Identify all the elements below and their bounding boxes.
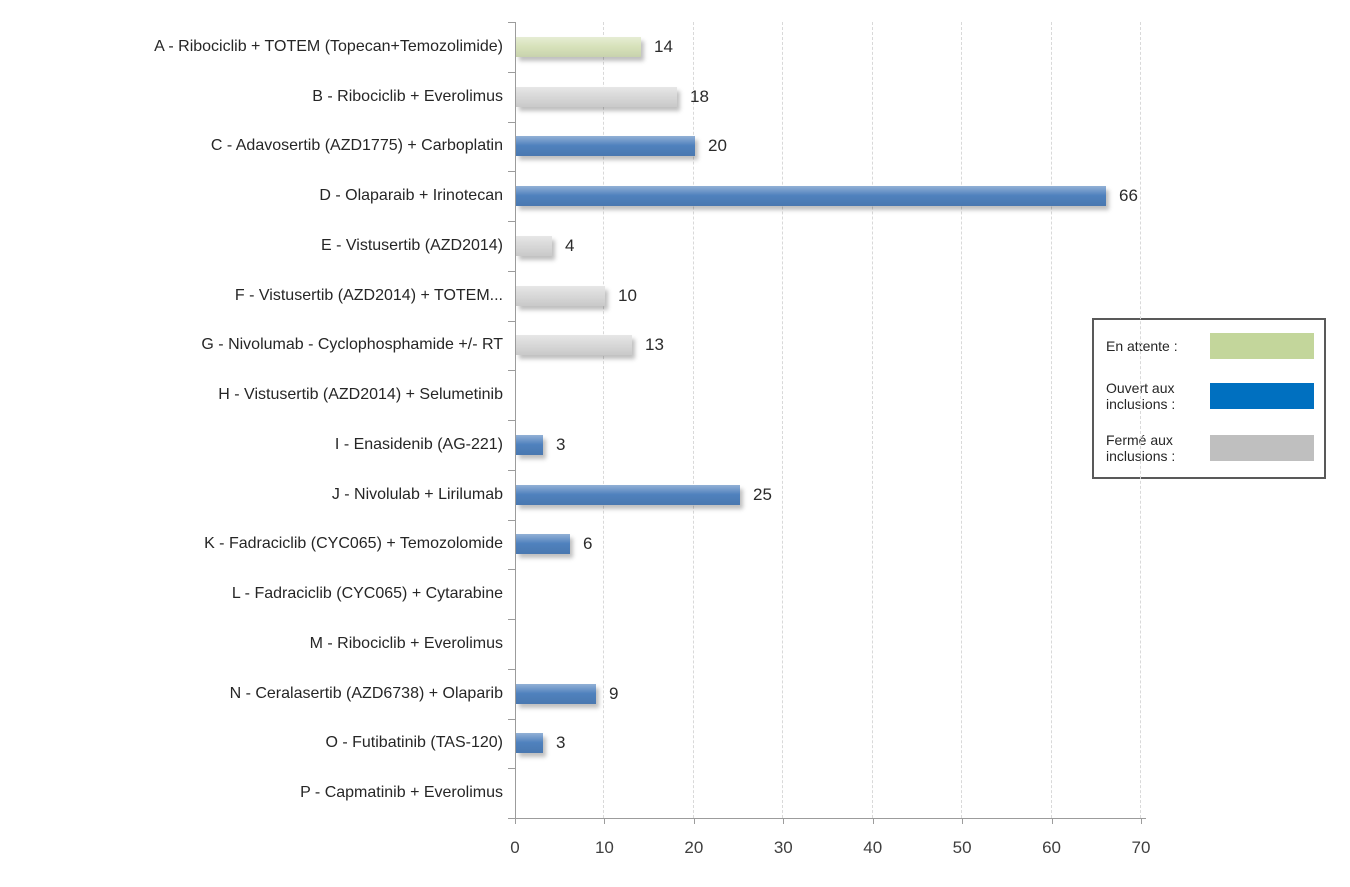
gridline — [782, 22, 784, 818]
x-axis-tick-label: 70 — [1131, 838, 1151, 857]
y-axis-tick — [508, 221, 515, 222]
bar-ouvert — [516, 733, 543, 753]
y-axis-tick — [508, 818, 515, 819]
gridline — [1140, 22, 1141, 818]
legend-item-ferme: Fermé aux inclusions : — [1106, 432, 1314, 464]
y-axis-tick — [508, 72, 515, 73]
y-axis-tick — [508, 719, 515, 720]
gridline — [603, 22, 605, 818]
x-axis-tick — [515, 818, 516, 824]
legend-label: Fermé aux inclusions : — [1106, 432, 1176, 464]
value-label: 3 — [556, 435, 566, 454]
category-label: I - Enasidenib (AG-221) — [334, 436, 503, 453]
bar-ouvert — [516, 684, 596, 704]
category-label: K - Fadraciclib (CYC065) + Temozolomide — [204, 535, 503, 552]
value-label: 13 — [645, 335, 664, 354]
x-axis-tick — [1141, 818, 1142, 824]
category-label: M - Ribociclib + Everolimus — [309, 635, 503, 652]
legend-swatch-ouvert — [1210, 382, 1314, 409]
x-axis-tick — [872, 818, 874, 824]
category-label: O - Futibatinib (TAS-120) — [325, 734, 503, 751]
y-axis-tick — [508, 768, 515, 769]
y-axis-tick — [508, 321, 515, 322]
gridline — [871, 22, 873, 818]
value-label: 66 — [1119, 186, 1138, 205]
y-axis-tick — [508, 171, 515, 172]
category-label: J - Nivolulab + Lirilumab — [331, 486, 503, 503]
value-label: 25 — [753, 485, 772, 504]
x-axis-tick — [693, 818, 695, 824]
x-axis-tick — [783, 818, 785, 824]
x-axis-tick-label: 10 — [594, 838, 614, 857]
category-label: B - Ribociclib + Everolimus — [312, 88, 503, 105]
value-label: 9 — [609, 684, 619, 703]
legend-item-ouvert: Ouvert aux inclusions : — [1106, 380, 1314, 412]
y-axis-tick — [508, 669, 515, 670]
category-label: E - Vistusertib (AZD2014) — [321, 237, 503, 254]
category-label: L - Fadraciclib (CYC065) + Cytarabine — [231, 585, 503, 602]
bar-ouvert — [516, 136, 695, 156]
category-label: P - Capmatinib + Everolimus — [300, 784, 503, 801]
category-label: D - Olaparaib + Irinotecan — [319, 187, 503, 204]
x-axis-tick-label: 20 — [684, 838, 704, 857]
value-label: 18 — [690, 87, 709, 106]
legend: En attente : Ouvert aux inclusions : Fermé… — [1092, 318, 1326, 479]
legend-label: Ouvert aux inclusions : — [1106, 379, 1176, 412]
x-axis-tick-label: 50 — [952, 838, 972, 857]
value-label: 6 — [583, 534, 593, 553]
y-axis-tick — [508, 271, 515, 272]
category-label: G - Nivolumab - Cyclophosphamide +/- RT — [201, 336, 503, 353]
x-axis-tick-label: 60 — [1042, 838, 1062, 857]
legend-item-en_attente: En attente : — [1106, 333, 1314, 359]
category-label: F - Vistusertib (AZD2014) + TOTEM... — [234, 287, 503, 304]
y-axis-tick — [508, 619, 515, 620]
x-axis-line — [508, 818, 1146, 819]
bar-ferme — [516, 335, 632, 355]
bar-en_attente — [516, 37, 641, 57]
x-axis-tick — [962, 818, 964, 824]
value-label: 20 — [708, 136, 727, 155]
y-axis-line — [515, 22, 516, 818]
legend-label: En attente : — [1106, 338, 1178, 354]
gridline — [692, 22, 694, 818]
category-label: C - Adavosertib (AZD1775) + Carboplatin — [210, 137, 503, 154]
bar-ouvert — [516, 435, 543, 455]
y-axis-tick — [508, 22, 515, 23]
x-axis-tick-label: 30 — [773, 838, 793, 857]
x-axis-tick — [1051, 818, 1053, 824]
legend-swatch-en_attente — [1210, 333, 1314, 359]
y-axis-tick — [508, 470, 515, 471]
value-label: 3 — [556, 733, 566, 752]
x-axis-tick-label: 0 — [510, 838, 520, 857]
bar-ouvert — [516, 534, 570, 554]
bar-ouvert — [516, 186, 1106, 206]
y-axis-tick — [508, 420, 515, 421]
y-axis-tick — [508, 370, 515, 371]
bar-ferme — [516, 87, 677, 107]
y-axis-tick — [508, 520, 515, 521]
bar-ferme — [516, 236, 552, 256]
value-label: 4 — [565, 236, 575, 255]
x-axis-tick — [604, 818, 606, 824]
y-axis-tick — [508, 569, 515, 570]
category-label: H - Vistusertib (AZD2014) + Selumetinib — [218, 386, 503, 403]
category-label: N - Ceralasertib (AZD6738) + Olaparib — [229, 685, 503, 702]
value-label: 10 — [618, 286, 637, 305]
value-label: 14 — [654, 37, 673, 56]
y-axis-tick — [508, 122, 515, 123]
x-axis-tick-label: 40 — [863, 838, 883, 857]
gridline — [961, 22, 963, 818]
bar-ouvert — [516, 485, 740, 505]
gridline — [1050, 22, 1052, 818]
category-label: A - Ribociclib + TOTEM (Topecan+Temozoli… — [154, 38, 503, 55]
legend-swatch-ferme — [1210, 435, 1314, 461]
bar-ferme — [516, 286, 605, 306]
